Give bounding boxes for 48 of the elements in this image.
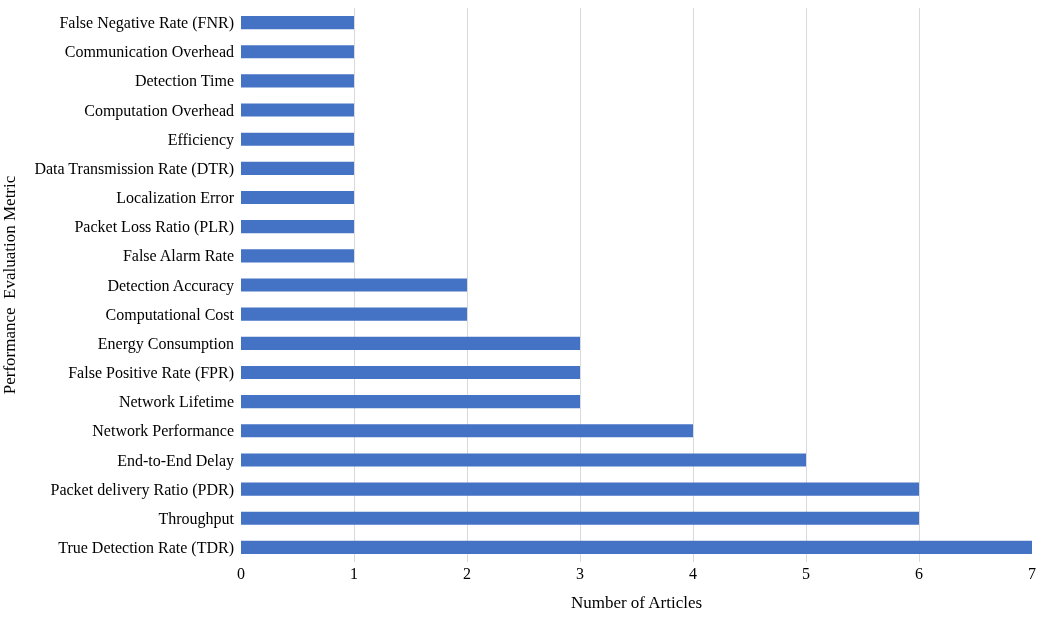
x-tick-label: 4 [689, 565, 697, 582]
y-tick-label: Network Performance [92, 422, 234, 440]
bar [241, 511, 919, 525]
y-tick-label: Energy Consumption [97, 334, 234, 353]
bar [241, 45, 354, 59]
y-tick-label: Data Transmission Rate (DTR) [34, 159, 234, 178]
y-tick-label: Detection Accuracy [107, 276, 234, 295]
bar [241, 365, 580, 380]
bar [241, 395, 580, 409]
bar [241, 424, 693, 438]
y-tick-label: Packet Loss Ratio (PLR) [74, 218, 234, 237]
bar [241, 103, 354, 117]
x-tick-label: 5 [802, 565, 810, 582]
bar [241, 336, 580, 350]
y-tick-label: Detection Time [134, 72, 234, 90]
y-axis-title: Performance Evaluation Metric [0, 175, 19, 395]
bar [241, 307, 467, 321]
y-tick-label: Computational Cost [105, 305, 235, 324]
bar [241, 161, 354, 175]
y-tick-label: Network Lifetime [118, 393, 234, 411]
y-tick-label: Communication Overhead [64, 43, 234, 61]
x-tick-label: 3 [576, 565, 584, 582]
bar [241, 249, 354, 263]
bar [241, 190, 354, 205]
y-tick-label: False Alarm Rate [122, 247, 234, 265]
y-tick-label: End-to-End Delay [117, 451, 234, 470]
y-tick-label: False Positive Rate (FPR) [68, 364, 234, 383]
y-tick-label: True Detection Rate (TDR) [58, 539, 234, 558]
x-axis-title: Number of Articles [570, 593, 703, 613]
y-tick-label: Packet delivery Ratio (PDR) [50, 480, 234, 499]
x-tick-label: 1 [350, 565, 358, 582]
x-tick-label: 6 [915, 565, 923, 582]
bar [241, 74, 354, 88]
x-tick-label: 2 [463, 565, 471, 582]
bar [241, 278, 467, 292]
y-tick-label: False Negative Rate (FNR) [59, 14, 234, 33]
bar [241, 482, 919, 496]
y-tick-label: Localization Error [116, 189, 235, 207]
bar [241, 220, 354, 234]
y-tick-label: Computation Overhead [84, 101, 234, 120]
bar [241, 453, 806, 467]
x-tick-label: 0 [237, 565, 245, 582]
bar [241, 132, 354, 146]
x-tick-label: 7 [1028, 565, 1036, 582]
bar [241, 16, 354, 30]
y-tick-label: Efficiency [167, 130, 234, 149]
bar [241, 540, 1032, 554]
y-tick-label: Throughput [158, 509, 235, 528]
